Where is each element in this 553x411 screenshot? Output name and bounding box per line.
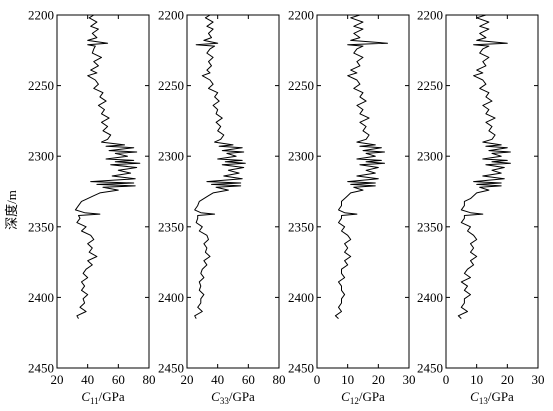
x-tick-label: 10 — [470, 372, 483, 387]
x-axis-title: C12/GPa — [341, 389, 385, 406]
x-tick-label: 40 — [211, 372, 224, 387]
x-tick-label: 10 — [341, 372, 354, 387]
y-tick-label: 2400 — [158, 290, 184, 305]
x-tick-label: 80 — [273, 372, 286, 387]
x-tick-label: 0 — [314, 372, 321, 387]
x-tick-label: 80 — [143, 372, 156, 387]
series-line-c13 — [457, 14, 511, 319]
y-tick-label: 2250 — [158, 78, 184, 93]
y-tick-label: 2200 — [288, 8, 314, 23]
y-tick-label: 2400 — [417, 290, 443, 305]
y-tick-label: 2450 — [28, 361, 54, 376]
x-tick-label: 20 — [51, 372, 64, 387]
x-tick-label: 0 — [443, 372, 450, 387]
y-tick-label: 2300 — [288, 149, 314, 164]
panel-frame — [56, 14, 150, 369]
x-tick-label: 30 — [403, 372, 416, 387]
y-tick-label: 2250 — [288, 78, 314, 93]
y-tick-label: 2350 — [28, 219, 54, 234]
y-tick-label: 2250 — [417, 78, 443, 93]
y-tick-label: 2450 — [158, 361, 184, 376]
panel-frame — [445, 14, 539, 369]
x-tick-label: 30 — [532, 372, 545, 387]
y-tick-label: 2200 — [158, 8, 184, 23]
x-axis-title: C11/GPa — [81, 389, 125, 406]
series-line-c33 — [194, 14, 246, 319]
x-tick-label: 60 — [112, 372, 125, 387]
y-tick-label: 2350 — [288, 219, 314, 234]
series-line-c12 — [334, 14, 388, 319]
panel-frame — [316, 14, 410, 369]
y-tick-label: 2400 — [28, 290, 54, 305]
x-axis-title: C13/GPa — [470, 389, 514, 406]
series-line-c11 — [74, 14, 141, 319]
x-tick-label: 20 — [501, 372, 514, 387]
y-tick-label: 2300 — [417, 149, 443, 164]
y-tick-label: 2350 — [158, 219, 184, 234]
x-tick-label: 20 — [372, 372, 385, 387]
x-tick-label: 60 — [242, 372, 255, 387]
y-tick-label: 2300 — [158, 149, 184, 164]
y-tick-label: 2450 — [417, 361, 443, 376]
x-tick-label: 20 — [181, 372, 194, 387]
x-axis-title: C33/GPa — [211, 389, 255, 406]
y-tick-label: 2450 — [288, 361, 314, 376]
y-axis-title: 深度/m — [4, 190, 19, 230]
y-tick-label: 2350 — [417, 219, 443, 234]
y-tick-label: 2400 — [288, 290, 314, 305]
y-tick-label: 2300 — [28, 149, 54, 164]
y-tick-label: 2200 — [28, 8, 54, 23]
panel-frame — [186, 14, 280, 369]
y-tick-label: 2200 — [417, 8, 443, 23]
y-tick-label: 2250 — [28, 78, 54, 93]
x-tick-label: 40 — [81, 372, 94, 387]
